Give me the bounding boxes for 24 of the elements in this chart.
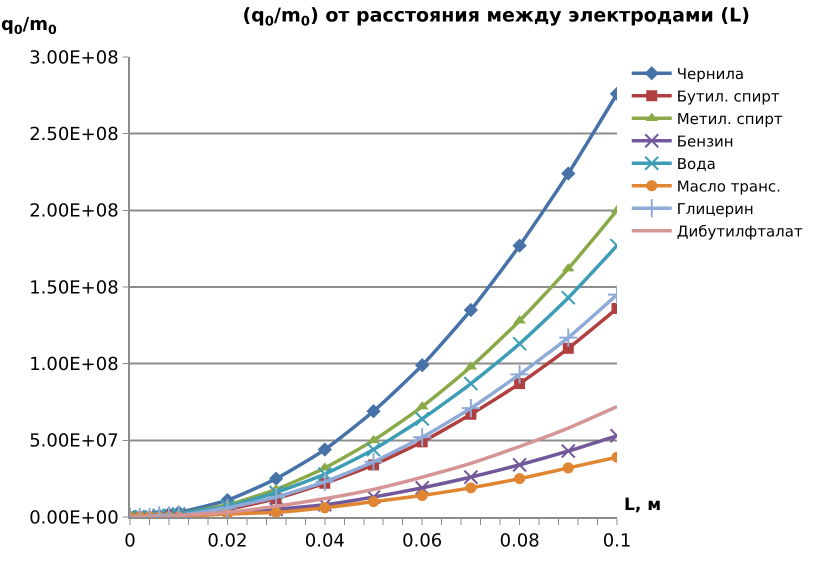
legend-label: Вода	[676, 155, 716, 174]
legend-label: Масло транс.	[676, 178, 781, 196]
y-tick-label: 2.00E+08	[29, 200, 119, 222]
y-tick-label: 1.50E+08	[29, 277, 119, 298]
y-tick-label: 0.00E+00	[29, 507, 119, 528]
legend-label: Бензин	[676, 132, 734, 151]
x-axis-title: L, м	[624, 495, 662, 515]
x-tick-label: 0	[124, 530, 136, 552]
legend-label: Глицерин	[676, 200, 754, 218]
x-tick-label: 0.08	[500, 530, 540, 552]
y-tick-label: 1.00E+08	[29, 354, 119, 375]
chart-title: (q$_{0}$/m$_{0}$) от расстояния между электродами (L)	[242, 4, 750, 30]
legend-label: Дибутилфталат	[676, 222, 803, 241]
legend-label: Метил. спирт	[676, 110, 783, 128]
x-tick-label: 0.04	[304, 530, 345, 552]
x-tick-label: 0.06	[402, 530, 442, 552]
y-axis-title: q$_{0}$/m$_{0}$	[1, 14, 57, 37]
legend-label: Бутил. спирт	[676, 88, 780, 106]
legend-label: Чернила	[676, 65, 744, 84]
y-tick-label: 2.50E+08	[29, 124, 119, 145]
x-tick-label: 0.02	[207, 530, 248, 552]
y-tick-label: 3.00E+08	[29, 47, 119, 68]
y-tick-label: 5.00E+07	[29, 430, 119, 452]
x-tick-label: 0.1	[602, 530, 632, 552]
